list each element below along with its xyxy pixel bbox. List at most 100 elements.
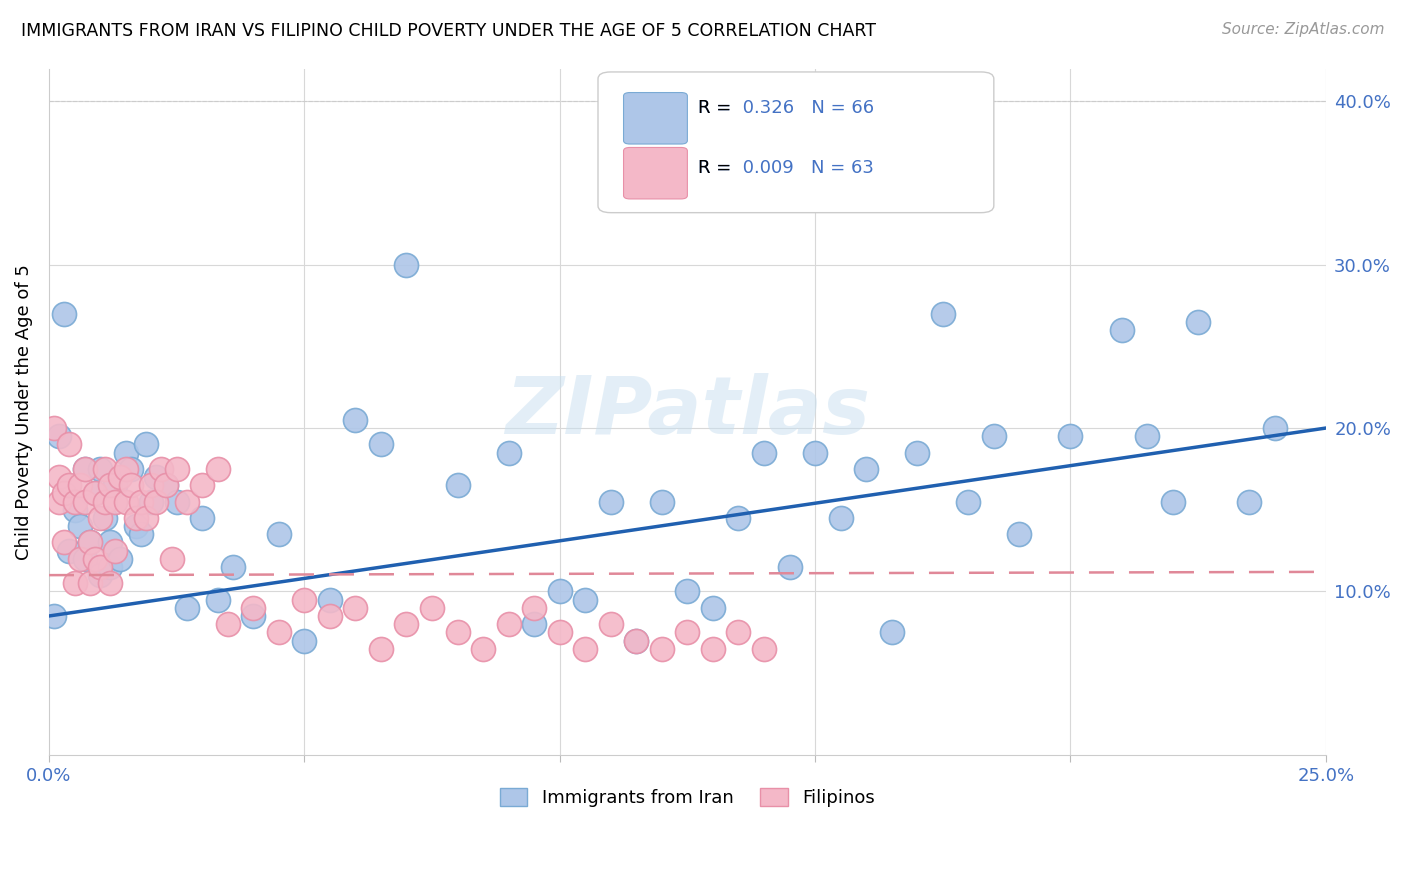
Point	[779, 560, 801, 574]
Point	[932, 307, 955, 321]
Point	[79, 535, 101, 549]
Point	[104, 478, 127, 492]
Point	[104, 543, 127, 558]
Point	[1008, 527, 1031, 541]
Point	[94, 494, 117, 508]
Point	[89, 511, 111, 525]
Point	[574, 641, 596, 656]
Point	[114, 494, 136, 508]
Point	[129, 494, 152, 508]
Point	[53, 486, 76, 500]
Point	[94, 462, 117, 476]
Text: ZIPatlas: ZIPatlas	[505, 373, 870, 450]
Point	[207, 592, 229, 607]
Point	[267, 527, 290, 541]
Point	[89, 568, 111, 582]
Point	[523, 600, 546, 615]
Text: Source: ZipAtlas.com: Source: ZipAtlas.com	[1222, 22, 1385, 37]
Text: R =: R =	[697, 99, 737, 118]
Point	[110, 470, 132, 484]
Text: R =: R =	[697, 159, 737, 177]
Point	[48, 429, 70, 443]
Point	[370, 437, 392, 451]
Point	[1237, 494, 1260, 508]
Point	[242, 600, 264, 615]
Point	[651, 494, 673, 508]
Point	[135, 511, 157, 525]
Point	[599, 617, 621, 632]
Point	[395, 617, 418, 632]
Point	[727, 511, 749, 525]
Point	[574, 592, 596, 607]
Point	[752, 641, 775, 656]
Point	[150, 462, 173, 476]
Point	[599, 494, 621, 508]
Point	[42, 421, 65, 435]
Point	[395, 258, 418, 272]
Point	[804, 445, 827, 459]
Text: R =  0.326   N = 66: R = 0.326 N = 66	[697, 99, 873, 118]
Point	[120, 462, 142, 476]
Point	[63, 576, 86, 591]
Point	[139, 494, 162, 508]
Point	[222, 560, 245, 574]
Point	[166, 462, 188, 476]
Point	[1264, 421, 1286, 435]
Point	[79, 535, 101, 549]
Point	[319, 609, 342, 624]
Point	[727, 625, 749, 640]
Point	[344, 600, 367, 615]
Point	[905, 445, 928, 459]
Point	[176, 494, 198, 508]
FancyBboxPatch shape	[623, 147, 688, 199]
Point	[651, 641, 673, 656]
Point	[702, 600, 724, 615]
Point	[676, 584, 699, 599]
Point	[344, 413, 367, 427]
Point	[880, 625, 903, 640]
Legend: Immigrants from Iran, Filipinos: Immigrants from Iran, Filipinos	[494, 780, 882, 814]
Point	[98, 535, 121, 549]
Point	[855, 462, 877, 476]
Point	[84, 486, 107, 500]
Point	[548, 625, 571, 640]
Point	[523, 617, 546, 632]
Point	[53, 535, 76, 549]
Point	[702, 641, 724, 656]
Point	[155, 478, 177, 492]
Point	[155, 478, 177, 492]
Point	[830, 511, 852, 525]
Point	[110, 551, 132, 566]
Point	[58, 437, 80, 451]
Point	[98, 560, 121, 574]
Point	[135, 437, 157, 451]
Point	[94, 511, 117, 525]
Point	[498, 617, 520, 632]
Point	[145, 494, 167, 508]
Point	[104, 494, 127, 508]
Point	[139, 478, 162, 492]
Point	[292, 633, 315, 648]
Point	[69, 478, 91, 492]
Point	[48, 494, 70, 508]
Point	[63, 502, 86, 516]
Text: IMMIGRANTS FROM IRAN VS FILIPINO CHILD POVERTY UNDER THE AGE OF 5 CORRELATION CH: IMMIGRANTS FROM IRAN VS FILIPINO CHILD P…	[21, 22, 876, 40]
Point	[498, 445, 520, 459]
Point	[69, 519, 91, 533]
Point	[446, 478, 468, 492]
Point	[73, 462, 96, 476]
Point	[98, 576, 121, 591]
Point	[957, 494, 980, 508]
Y-axis label: Child Poverty Under the Age of 5: Child Poverty Under the Age of 5	[15, 264, 32, 559]
Point	[242, 609, 264, 624]
Point	[120, 478, 142, 492]
Point	[114, 445, 136, 459]
Point	[69, 551, 91, 566]
Point	[58, 543, 80, 558]
Point	[89, 560, 111, 574]
Point	[58, 478, 80, 492]
Point	[370, 641, 392, 656]
FancyBboxPatch shape	[598, 72, 994, 212]
Point	[1059, 429, 1081, 443]
Point	[217, 617, 239, 632]
